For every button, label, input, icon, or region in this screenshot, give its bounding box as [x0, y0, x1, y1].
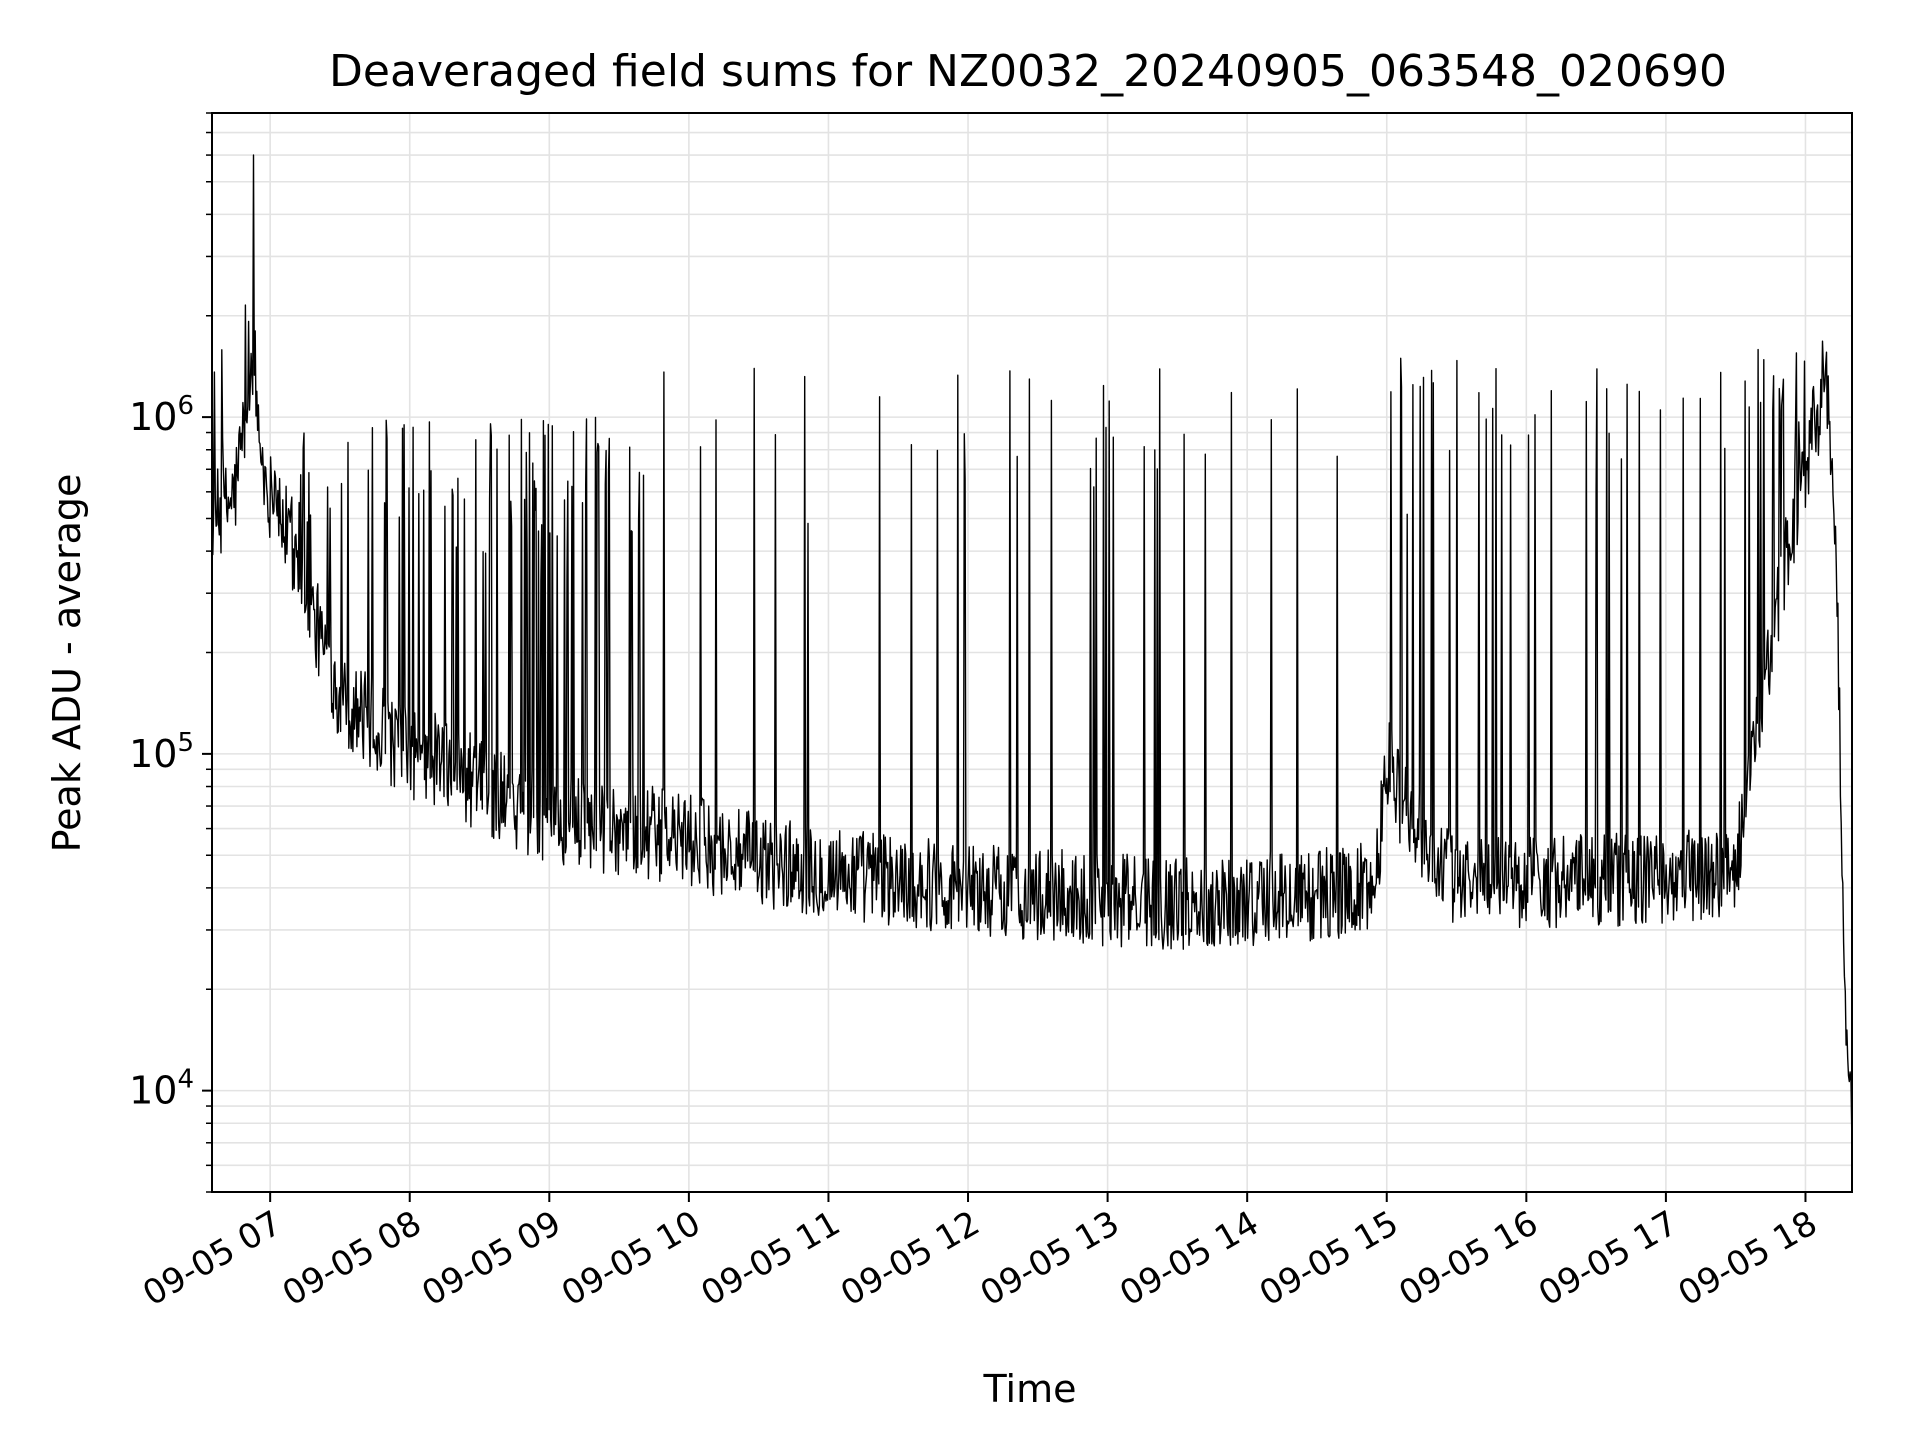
series-layer	[211, 154, 1853, 1135]
y-tick-exponent: 5	[177, 728, 194, 758]
grid	[212, 112, 1852, 1193]
y-tick-base: 10	[129, 732, 177, 776]
series-line	[211, 154, 1853, 1135]
y-tick-exponent: 6	[177, 391, 194, 421]
chart-title: Deaveraged field sums for NZ0032_2024090…	[329, 46, 1727, 97]
x-axis-label: Time	[983, 1367, 1077, 1411]
y-tick-exponent: 4	[177, 1065, 194, 1095]
y-tick-label: 104	[129, 1065, 194, 1113]
y-tick-label: 106	[129, 391, 194, 439]
y-tick-base: 10	[129, 395, 177, 439]
y-tick-base: 10	[129, 1069, 177, 1113]
y-tick-label: 105	[129, 728, 194, 776]
y-axis-label: Peak ADU - average	[45, 474, 89, 853]
